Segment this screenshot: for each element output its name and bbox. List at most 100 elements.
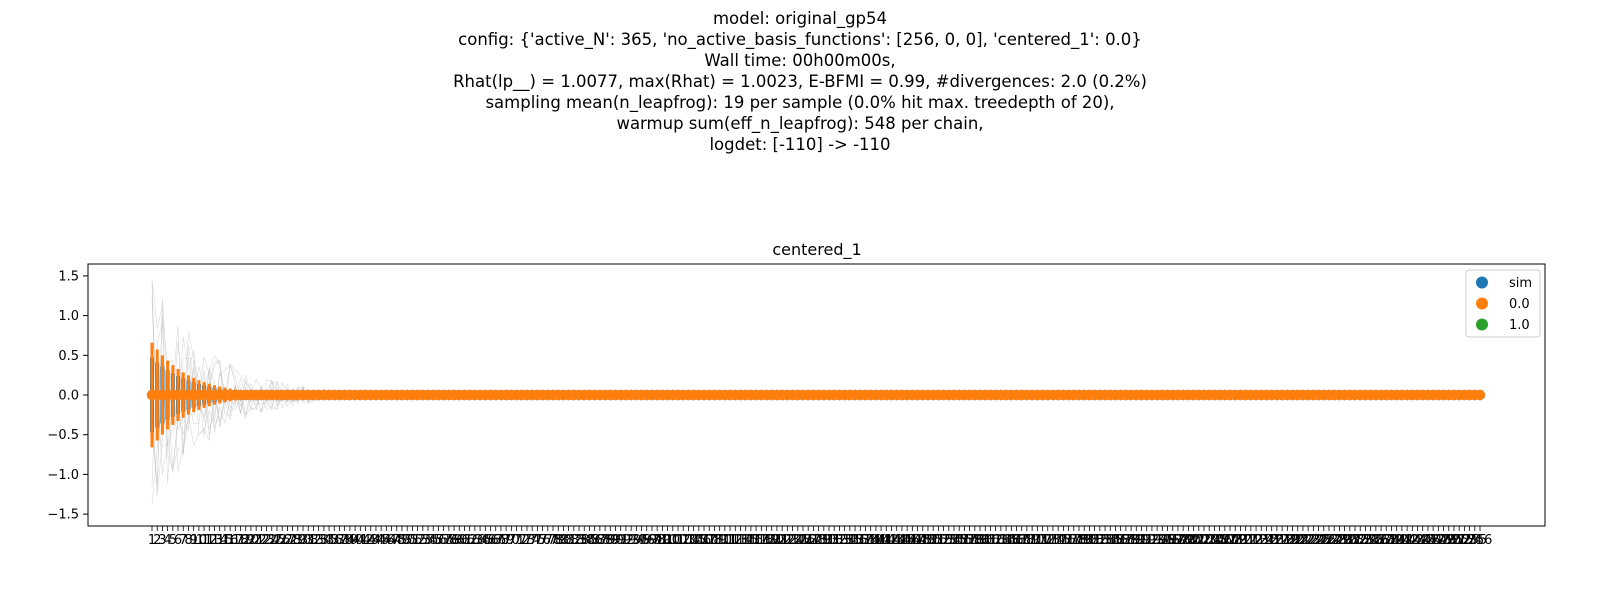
x-tick-label: 166 [999,533,1024,548]
x-axis: 1234567891011121314151617181920212223242… [148,526,1492,548]
x-tick-label: 70 [503,533,520,548]
x-tick-label: 188 [1113,533,1138,548]
x-tick-label: 194 [1145,533,1170,548]
x-tick-label: 184 [1093,533,1118,548]
x-tick-label: 221 [1285,533,1310,548]
suptitle-line-config: config: {'active_N': 365, 'no_active_bas… [458,30,1142,49]
x-tick-label: 230 [1332,533,1357,548]
x-tick-label: 1 [148,533,156,548]
x-tick-label: 129 [806,533,831,548]
x-tick-label: 165 [994,533,1019,548]
x-tick-label: 243 [1400,533,1425,548]
x-tick-label: 65 [477,533,494,548]
x-tick-label: 144 [884,533,909,548]
x-tick-label: 211 [1233,533,1258,548]
x-tick-label: 252 [1447,533,1472,548]
x-tick-label: 73 [519,533,536,548]
x-tick-label: 206 [1207,533,1232,548]
x-tick-label: 50 [399,533,416,548]
suptitle-line-sampling: sampling mean(n_leapfrog): 19 per sample… [485,93,1115,112]
y-tick-label: 1.5 [58,269,79,284]
x-tick-label: 219 [1275,533,1300,548]
x-tick-label: 123 [775,533,800,548]
x-tick-label: 106 [686,533,711,548]
x-tick-label: 196 [1155,533,1180,548]
x-tick-label: 172 [1030,533,1055,548]
x-tick-label: 170 [1020,533,1045,548]
x-tick-label: 174 [1041,533,1066,548]
x-tick-label: 161 [973,533,998,548]
x-tick-label: 36 [326,533,343,548]
x-tick-label: 232 [1343,533,1368,548]
x-tick-label: 167 [1004,533,1029,548]
x-tick-label: 245 [1410,533,1435,548]
x-tick-label: 87 [592,533,609,548]
x-tick-label: 100 [655,533,680,548]
x-tick-label: 169 [1015,533,1040,548]
x-tick-label: 75 [529,533,546,548]
x-tick-label: 153 [931,533,956,548]
x-tick-label: 147 [900,533,925,548]
x-tick-label: 11 [196,533,213,548]
x-tick-label: 81 [560,533,577,548]
x-tick-label: 9 [190,533,198,548]
x-tick-label: 18 [232,533,249,548]
suptitle-line-model: model: original_gp54 [712,9,888,28]
y-tick-label: 0.5 [58,349,79,364]
x-tick-label: 17 [227,533,244,548]
x-tick-label: 44 [368,533,385,548]
x-tick-label: 173 [1035,533,1060,548]
x-tick-label: 56 [430,533,447,548]
x-tick-label: 186 [1103,533,1128,548]
x-tick-label: 99 [654,533,671,548]
x-tick-label: 110 [707,533,732,548]
x-tick-label: 235 [1358,533,1383,548]
x-tick-label: 57 [435,533,452,548]
axes-title: centered_1 [772,240,861,260]
x-tick-label: 55 [425,533,442,548]
x-tick-label: 13 [206,533,223,548]
x-tick-label: 78 [545,533,562,548]
x-tick-label: 90 [607,533,624,548]
x-tick-label: 158 [957,533,982,548]
x-tick-label: 113 [723,533,748,548]
x-tick-label: 31 [300,533,317,548]
x-tick-label: 179 [1067,533,1092,548]
x-tick-label: 229 [1327,533,1352,548]
x-tick-label: 38 [336,533,353,548]
x-tick-label: 61 [456,533,473,548]
x-tick-label: 71 [508,533,525,548]
x-tick-label: 244 [1405,533,1430,548]
x-tick-label: 26 [274,533,291,548]
x-tick-label: 201 [1181,533,1206,548]
x-tick-label: 182 [1082,533,1107,548]
x-tick-label: 96 [638,533,655,548]
x-tick-label: 16 [222,533,239,548]
x-tick-label: 214 [1249,533,1274,548]
x-tick-label: 107 [692,533,717,548]
x-tick-label: 15 [217,533,234,548]
posterior-draw-line [151,325,460,505]
fit-series [146,342,1486,448]
x-tick-label: 98 [649,533,666,548]
x-tick-label: 10 [191,533,208,548]
x-tick-label: 45 [373,533,390,548]
x-tick-label: 103 [671,533,696,548]
x-tick-label: 226 [1311,533,1336,548]
x-tick-label: 253 [1452,533,1477,548]
x-tick-label: 2 [153,533,161,548]
x-tick-label: 176 [1051,533,1076,548]
x-tick-label: 6 [174,533,182,548]
x-tick-label: 125 [785,533,810,548]
x-tick-label: 32 [305,533,322,548]
x-tick-label: 212 [1238,533,1263,548]
x-tick-label: 7 [179,533,187,548]
y-tick-label: 0.0 [58,389,79,404]
x-tick-label: 3 [158,533,166,548]
x-tick-label: 5 [169,533,177,548]
x-tick-label: 137 [848,533,873,548]
legend: sim 0.0 1.0 [1465,269,1541,338]
x-tick-label: 130 [811,533,836,548]
x-tick-label: 86 [586,533,603,548]
x-tick-label: 25 [269,533,286,548]
